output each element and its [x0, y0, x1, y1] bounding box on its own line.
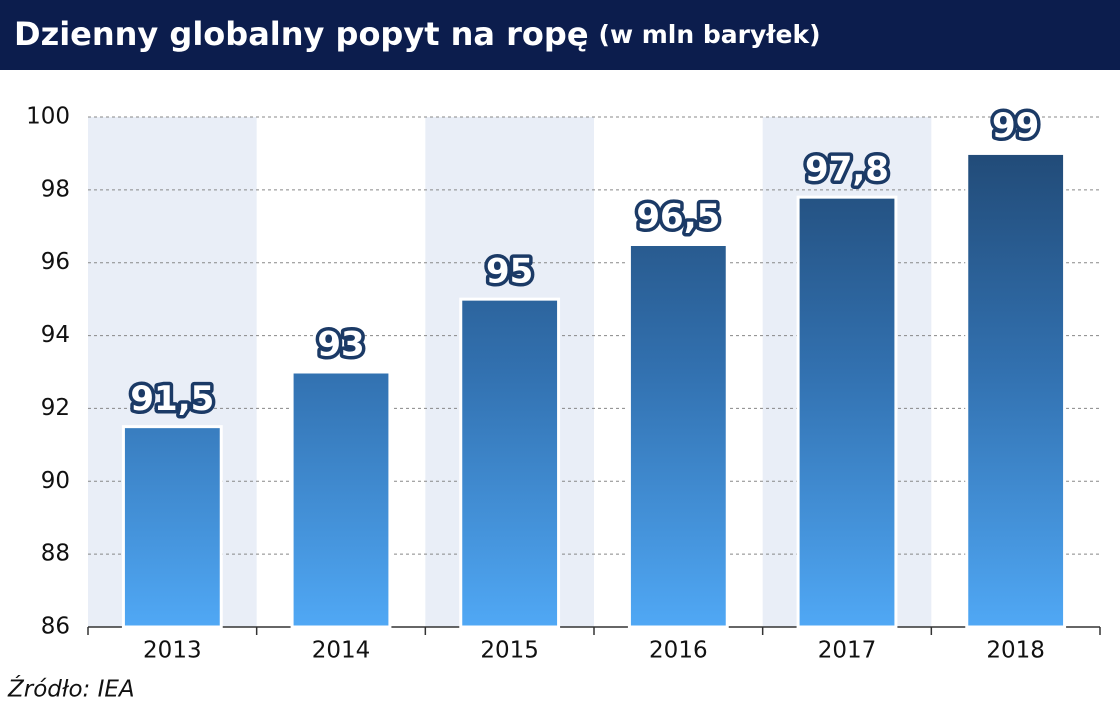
- x-tick-label: 2018: [986, 638, 1045, 664]
- y-tick-label: 100: [26, 104, 70, 130]
- y-tick-label: 98: [41, 176, 70, 202]
- value-label: 97,8: [805, 150, 889, 190]
- chart-title: Dzienny globalny popyt na ropę (w mln bar…: [14, 15, 821, 53]
- bar: [796, 195, 898, 629]
- x-tick-label: 2016: [649, 638, 708, 664]
- x-tick-label: 2014: [312, 638, 371, 664]
- value-label: 91,5: [130, 379, 214, 419]
- x-tick-label: 2017: [818, 638, 877, 664]
- y-tick-label: 86: [41, 614, 70, 640]
- title-bar: [0, 0, 1120, 70]
- value-label: 93: [317, 325, 364, 365]
- bar: [290, 370, 392, 629]
- y-tick-label: 92: [41, 395, 70, 421]
- subtitle: (w mln baryłek): [599, 20, 821, 49]
- bar: [965, 151, 1067, 629]
- bar: [459, 297, 561, 629]
- value-label: 96,5: [636, 197, 720, 237]
- y-tick-label: 88: [41, 541, 70, 567]
- y-tick-label: 96: [41, 249, 70, 275]
- x-tick-label: 2013: [143, 638, 202, 664]
- value-label: 95: [486, 252, 533, 292]
- x-tick-label: 2015: [480, 638, 539, 664]
- y-tick-label: 94: [41, 322, 70, 348]
- y-tick-label: 90: [41, 468, 70, 494]
- bar: [627, 243, 729, 629]
- title: Dzienny globalny popyt na ropę: [14, 15, 589, 53]
- value-label: 99: [992, 106, 1039, 146]
- source: Źródło: IEA: [7, 675, 135, 703]
- bar: [121, 425, 223, 629]
